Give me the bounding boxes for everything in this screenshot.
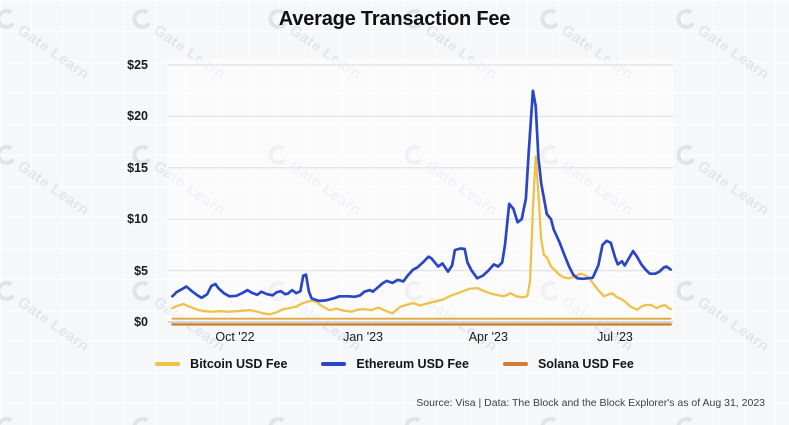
legend-item-bitcoin: Bitcoin USD Fee xyxy=(155,357,287,371)
legend-label: Ethereum USD Fee xyxy=(356,357,469,371)
chart-legend: Bitcoin USD Fee Ethereum USD Fee Solana … xyxy=(0,357,789,371)
ethereum-line xyxy=(171,89,673,303)
y-axis-tick-label: $25 xyxy=(127,57,148,72)
source-note: Source: Visa | Data: The Block and the B… xyxy=(416,397,765,409)
x-axis-tick-label: Jul '23 xyxy=(597,330,633,344)
y-axis-tick-label: $20 xyxy=(127,109,148,124)
bitcoin-line xyxy=(171,155,672,316)
x-axis-tick-label: Apr '23 xyxy=(468,330,508,344)
y-axis-tick-label: $5 xyxy=(134,263,148,278)
ethereum-line-swatch xyxy=(321,362,347,366)
legend-item-solana: Solana USD Fee xyxy=(502,357,634,371)
y-axis-tick-label: $15 xyxy=(127,160,148,175)
y-axis-tick-label: $10 xyxy=(127,212,148,227)
solana-line-swatch xyxy=(502,362,528,366)
x-axis-tick-label: Oct '22 xyxy=(215,330,255,344)
chart-title: Average Transaction Fee xyxy=(278,8,511,30)
x-axis-tick-label: Jan '23 xyxy=(343,330,383,344)
bitcoin-line-swatch xyxy=(155,362,181,366)
legend-item-ethereum: Ethereum USD Fee xyxy=(321,357,469,371)
legend-label: Solana USD Fee xyxy=(537,357,634,371)
y-axis-tick-label: $0 xyxy=(134,315,148,329)
legend-label: Bitcoin USD Fee xyxy=(190,357,288,371)
